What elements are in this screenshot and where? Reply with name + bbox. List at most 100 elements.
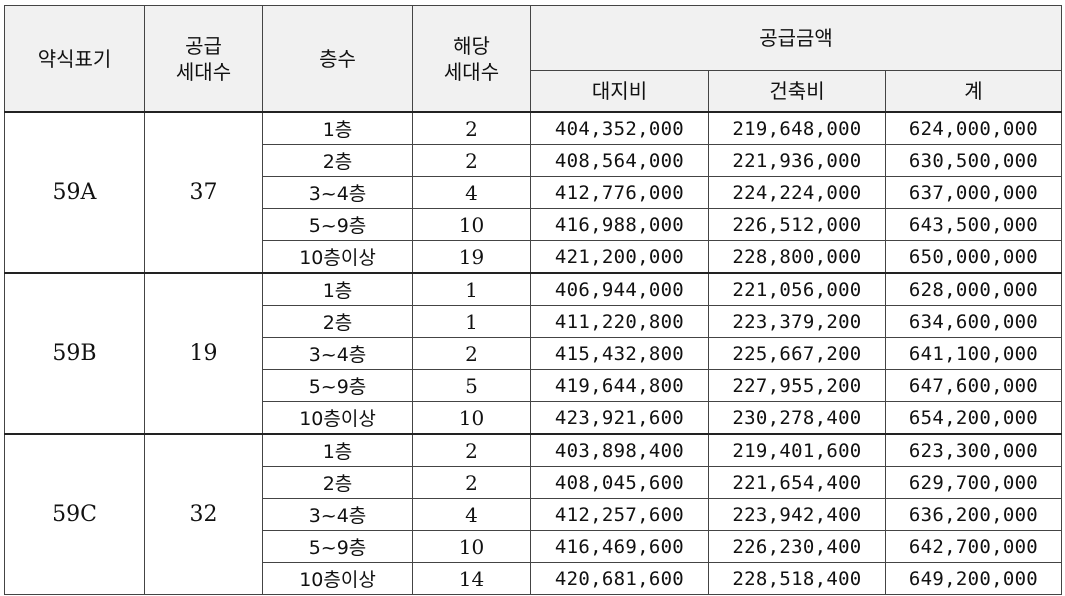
- group-59b: 59B 19 1층 1 406,944,000 221,056,000 628,…: [4, 272, 1062, 435]
- units-cell: 2: [412, 337, 531, 370]
- building-cost-cell: 219,648,000: [708, 111, 886, 145]
- building-cost-cell: 221,936,000: [708, 144, 886, 177]
- total-cost-cell: 641,100,000: [885, 337, 1062, 370]
- total-cost-cell: 643,500,000: [885, 208, 1062, 241]
- units-cell: 10: [412, 208, 531, 241]
- land-cost-cell: 423,921,600: [530, 401, 709, 435]
- floor-cell: 10층이상: [262, 401, 413, 435]
- building-cost-cell: 227,955,200: [708, 369, 886, 402]
- total-cost-cell: 624,000,000: [885, 111, 1062, 145]
- floor-cell: 5~9층: [262, 208, 413, 241]
- floor-cell: 2층: [262, 466, 413, 499]
- units-cell: 2: [412, 466, 531, 499]
- floor-cell: 5~9층: [262, 530, 413, 563]
- total-cost-cell: 634,600,000: [885, 305, 1062, 338]
- table-header: 약식표기 공급 세대수 층수 해당 세대수 공급금액 대지비 건축비 계: [4, 5, 1062, 113]
- building-cost-cell: 228,518,400: [708, 562, 886, 595]
- land-cost-cell: 406,944,000: [530, 272, 709, 306]
- units-cell: 10: [412, 401, 531, 435]
- land-cost-cell: 408,564,000: [530, 144, 709, 177]
- total-cost-cell: 636,200,000: [885, 498, 1062, 531]
- land-cost-cell: 412,776,000: [530, 176, 709, 209]
- total-cost-cell: 628,000,000: [885, 272, 1062, 306]
- group-59a: 59A 37 1층 2 404,352,000 219,648,000 624,…: [4, 111, 1062, 274]
- header-units-line1: 해당: [453, 33, 490, 58]
- supply-units-cell: 32: [144, 433, 263, 595]
- type-code-cell: 59A: [4, 111, 145, 274]
- building-cost-cell: 221,056,000: [708, 272, 886, 306]
- header-supply-units-line2: 세대수: [175, 59, 232, 84]
- land-cost-cell: 412,257,600: [530, 498, 709, 531]
- header-code: 약식표기: [4, 5, 145, 113]
- total-cost-cell: 630,500,000: [885, 144, 1062, 177]
- building-cost-cell: 221,654,400: [708, 466, 886, 499]
- land-cost-cell: 420,681,600: [530, 562, 709, 595]
- floor-cell: 3~4층: [262, 498, 413, 531]
- floor-cell: 3~4층: [262, 337, 413, 370]
- land-cost-cell: 421,200,000: [530, 240, 709, 274]
- land-cost-cell: 408,045,600: [530, 466, 709, 499]
- floor-cell: 2층: [262, 305, 413, 338]
- table-row: 5~9층 10 416,988,000 226,512,000 643,500,…: [5, 208, 1062, 241]
- building-cost-cell: 230,278,400: [708, 401, 886, 435]
- table-row: 59A 37 1층 2 404,352,000 219,648,000 624,…: [4, 111, 1062, 274]
- header-total: 계: [885, 70, 1062, 113]
- table-row: 2층 2 408,045,600 221,654,400 629,700,000: [5, 466, 1062, 499]
- units-cell: 2: [412, 433, 531, 467]
- land-cost-cell: 416,988,000: [530, 208, 709, 241]
- building-cost-cell: 219,401,600: [708, 433, 886, 467]
- building-cost-cell: 223,942,400: [708, 498, 886, 531]
- table-row: 3~4층 4 412,776,000 224,224,000 637,000,0…: [5, 176, 1062, 209]
- floor-cell: 1층: [262, 272, 413, 306]
- header-land: 대지비: [530, 70, 709, 113]
- supply-price-table: 약식표기 공급 세대수 층수 해당 세대수 공급금액 대지비 건축비 계 59A…: [4, 5, 1062, 595]
- units-cell: 14: [412, 562, 531, 595]
- floor-cell: 10층이상: [262, 562, 413, 595]
- land-cost-cell: 415,432,800: [530, 337, 709, 370]
- total-cost-cell: 654,200,000: [885, 401, 1062, 435]
- type-code-cell: 59B: [4, 272, 145, 435]
- units-cell: 1: [412, 272, 531, 306]
- floor-cell: 1층: [262, 111, 413, 145]
- header-supply-units-line1: 공급: [185, 33, 222, 58]
- header-building: 건축비: [708, 70, 886, 113]
- land-cost-cell: 416,469,600: [530, 530, 709, 563]
- building-cost-cell: 225,667,200: [708, 337, 886, 370]
- table-row: 10층이상 19 421,200,000 228,800,000 650,000…: [5, 240, 1062, 274]
- land-cost-cell: 419,644,800: [530, 369, 709, 402]
- building-cost-cell: 226,230,400: [708, 530, 886, 563]
- units-cell: 2: [412, 144, 531, 177]
- total-cost-cell: 649,200,000: [885, 562, 1062, 595]
- header-floor: 층수: [262, 5, 413, 113]
- table-row: 2층 2 408,564,000 221,936,000 630,500,000: [5, 144, 1062, 177]
- units-cell: 10: [412, 530, 531, 563]
- group-59c: 59C 32 1층 2 403,898,400 219,401,600 623,…: [4, 433, 1062, 595]
- header-units: 해당 세대수: [412, 5, 531, 113]
- total-cost-cell: 647,600,000: [885, 369, 1062, 402]
- supply-units-cell: 37: [144, 111, 263, 274]
- units-cell: 19: [412, 240, 531, 274]
- total-cost-cell: 650,000,000: [885, 240, 1062, 274]
- units-cell: 5: [412, 369, 531, 402]
- table-row: 5~9층 5 419,644,800 227,955,200 647,600,0…: [5, 369, 1062, 402]
- building-cost-cell: 224,224,000: [708, 176, 886, 209]
- total-cost-cell: 642,700,000: [885, 530, 1062, 563]
- total-cost-cell: 629,700,000: [885, 466, 1062, 499]
- total-cost-cell: 623,300,000: [885, 433, 1062, 467]
- units-cell: 1: [412, 305, 531, 338]
- header-supply-units: 공급 세대수: [144, 5, 263, 113]
- building-cost-cell: 223,379,200: [708, 305, 886, 338]
- land-cost-cell: 404,352,000: [530, 111, 709, 145]
- supply-units-cell: 19: [144, 272, 263, 435]
- units-cell: 2: [412, 111, 531, 145]
- land-cost-cell: 411,220,800: [530, 305, 709, 338]
- building-cost-cell: 228,800,000: [708, 240, 886, 274]
- building-cost-cell: 226,512,000: [708, 208, 886, 241]
- header-units-line2: 세대수: [443, 59, 500, 84]
- floor-cell: 5~9층: [262, 369, 413, 402]
- table-row: 10층이상 14 420,681,600 228,518,400 649,200…: [5, 562, 1062, 595]
- table-row: 59B 19 1층 1 406,944,000 221,056,000 628,…: [4, 272, 1062, 435]
- header-amount-group: 공급금액: [530, 5, 1062, 71]
- land-cost-cell: 403,898,400: [530, 433, 709, 467]
- floor-cell: 1층: [262, 433, 413, 467]
